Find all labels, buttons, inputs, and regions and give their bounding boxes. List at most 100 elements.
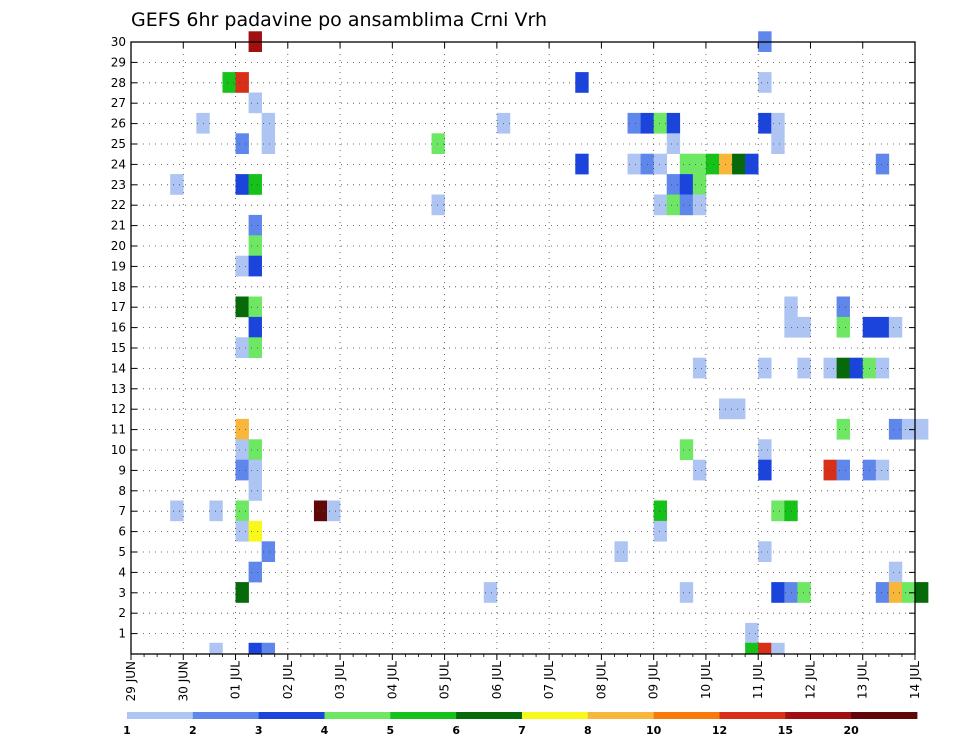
y-tick-label: 26 — [111, 117, 126, 131]
x-axis: 29 JUN 30 JUN 01 JUL 02 JUL 03 JUL 04 JUL 05 J… — [124, 42, 922, 701]
cell — [653, 520, 668, 542]
cell — [235, 418, 249, 440]
cell — [666, 112, 681, 134]
cell — [235, 582, 249, 603]
cell — [771, 642, 785, 654]
cell — [745, 642, 759, 654]
x-tick-label: 13 JUL — [856, 661, 870, 699]
y-tick-label: 30 — [111, 35, 126, 49]
cell — [261, 642, 276, 654]
cell — [261, 541, 276, 562]
x-tick-label: 01 JUL — [229, 661, 243, 699]
colorbar-swatch — [258, 712, 325, 719]
cell — [745, 153, 759, 175]
x-tick-label: 30 JUN — [176, 661, 190, 701]
cell — [836, 418, 850, 440]
cell — [888, 561, 903, 583]
y-tick-label: 11 — [111, 423, 126, 437]
cell — [170, 174, 184, 195]
colorbar-swatch — [456, 712, 523, 719]
cell — [235, 500, 249, 522]
y-tick-label: 14 — [111, 361, 126, 375]
cell — [915, 582, 929, 603]
cell — [248, 337, 262, 358]
cell — [836, 459, 850, 481]
gridlines — [131, 41, 915, 654]
y-tick-label: 29 — [111, 55, 126, 69]
y-axis: 1234567891011121314151617181920212223242… — [111, 35, 915, 641]
cell — [875, 316, 890, 338]
cells-layer — [170, 31, 929, 654]
cell — [248, 235, 262, 256]
y-tick-label: 23 — [111, 178, 126, 192]
colorbar: 1 2 3 4 5 6 7 8 10 12 15 20 — [123, 712, 918, 737]
cell — [901, 418, 916, 440]
y-tick-label: 4 — [118, 565, 126, 579]
cell — [248, 642, 262, 654]
y-tick-label: 2 — [118, 606, 126, 620]
cell — [758, 541, 772, 562]
x-tick-label: 07 JUL — [542, 661, 556, 699]
cell — [235, 296, 249, 318]
cell — [679, 439, 694, 460]
cell — [692, 174, 707, 195]
cell — [666, 133, 681, 154]
x-tick-label: 04 JUL — [385, 661, 399, 699]
x-tick-label: 11 JUL — [751, 661, 765, 699]
cell — [248, 439, 262, 460]
cell — [327, 500, 341, 522]
colorbar-label: 5 — [387, 724, 395, 737]
cell — [653, 153, 668, 175]
cell — [745, 622, 759, 644]
cell — [875, 582, 890, 603]
cell — [771, 112, 785, 134]
cell — [235, 439, 249, 460]
cell — [758, 72, 772, 93]
colorbar-label: 15 — [778, 724, 793, 737]
cell — [771, 133, 785, 154]
cell — [836, 296, 850, 318]
cell — [248, 296, 262, 318]
cell — [797, 357, 811, 379]
cell — [248, 92, 262, 114]
cell — [823, 459, 837, 481]
cell — [875, 357, 890, 379]
colorbar-swatch — [324, 712, 391, 719]
cell — [679, 582, 694, 603]
x-tick-label: 29 JUN — [124, 661, 138, 701]
colorbar-label: 3 — [255, 724, 263, 737]
x-tick-label: 14 JUL — [908, 661, 922, 699]
cell — [248, 316, 262, 338]
cell — [261, 133, 276, 154]
colorbar-swatch — [522, 712, 589, 719]
cell — [692, 459, 707, 481]
y-tick-label: 16 — [111, 321, 126, 335]
x-tick-label: 10 JUL — [699, 661, 713, 699]
cell — [222, 72, 236, 93]
cell — [679, 194, 694, 216]
cell — [614, 541, 628, 562]
cell — [666, 194, 681, 216]
cell — [758, 642, 772, 654]
colorbar-swatch — [851, 712, 918, 719]
cell — [235, 72, 249, 93]
colorbar-swatch — [785, 712, 852, 719]
colorbar-label: 4 — [321, 724, 329, 737]
y-tick-label: 18 — [111, 280, 126, 294]
cell — [248, 480, 262, 501]
cell — [915, 418, 929, 440]
cell — [235, 337, 249, 358]
colorbar-swatch — [192, 712, 260, 719]
cell — [836, 316, 850, 338]
x-tick-label: 09 JUL — [647, 661, 661, 699]
y-tick-label: 7 — [118, 504, 126, 518]
y-tick-label: 27 — [111, 96, 126, 110]
cell — [248, 214, 262, 236]
cell — [679, 153, 694, 175]
cell — [797, 316, 811, 338]
y-tick-label: 12 — [111, 402, 126, 416]
y-tick-label: 22 — [111, 198, 126, 212]
cell — [888, 582, 903, 603]
y-tick-label: 8 — [118, 484, 126, 498]
